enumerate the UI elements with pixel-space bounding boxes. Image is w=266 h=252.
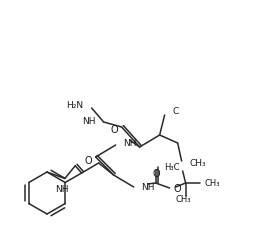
Text: NH: NH	[55, 185, 69, 194]
Text: NH: NH	[82, 117, 96, 127]
Text: NH: NH	[123, 139, 136, 147]
Text: CH₃: CH₃	[190, 160, 206, 169]
Text: H₃C: H₃C	[164, 164, 180, 173]
Text: H₂N: H₂N	[66, 102, 84, 110]
Text: NH: NH	[141, 183, 154, 193]
Text: O: O	[153, 169, 160, 179]
Text: C: C	[173, 108, 179, 116]
Text: O: O	[174, 184, 181, 194]
Text: CH₃: CH₃	[205, 179, 220, 188]
Text: CH₃: CH₃	[176, 196, 192, 205]
Text: O: O	[85, 156, 93, 166]
Text: O: O	[111, 125, 118, 135]
